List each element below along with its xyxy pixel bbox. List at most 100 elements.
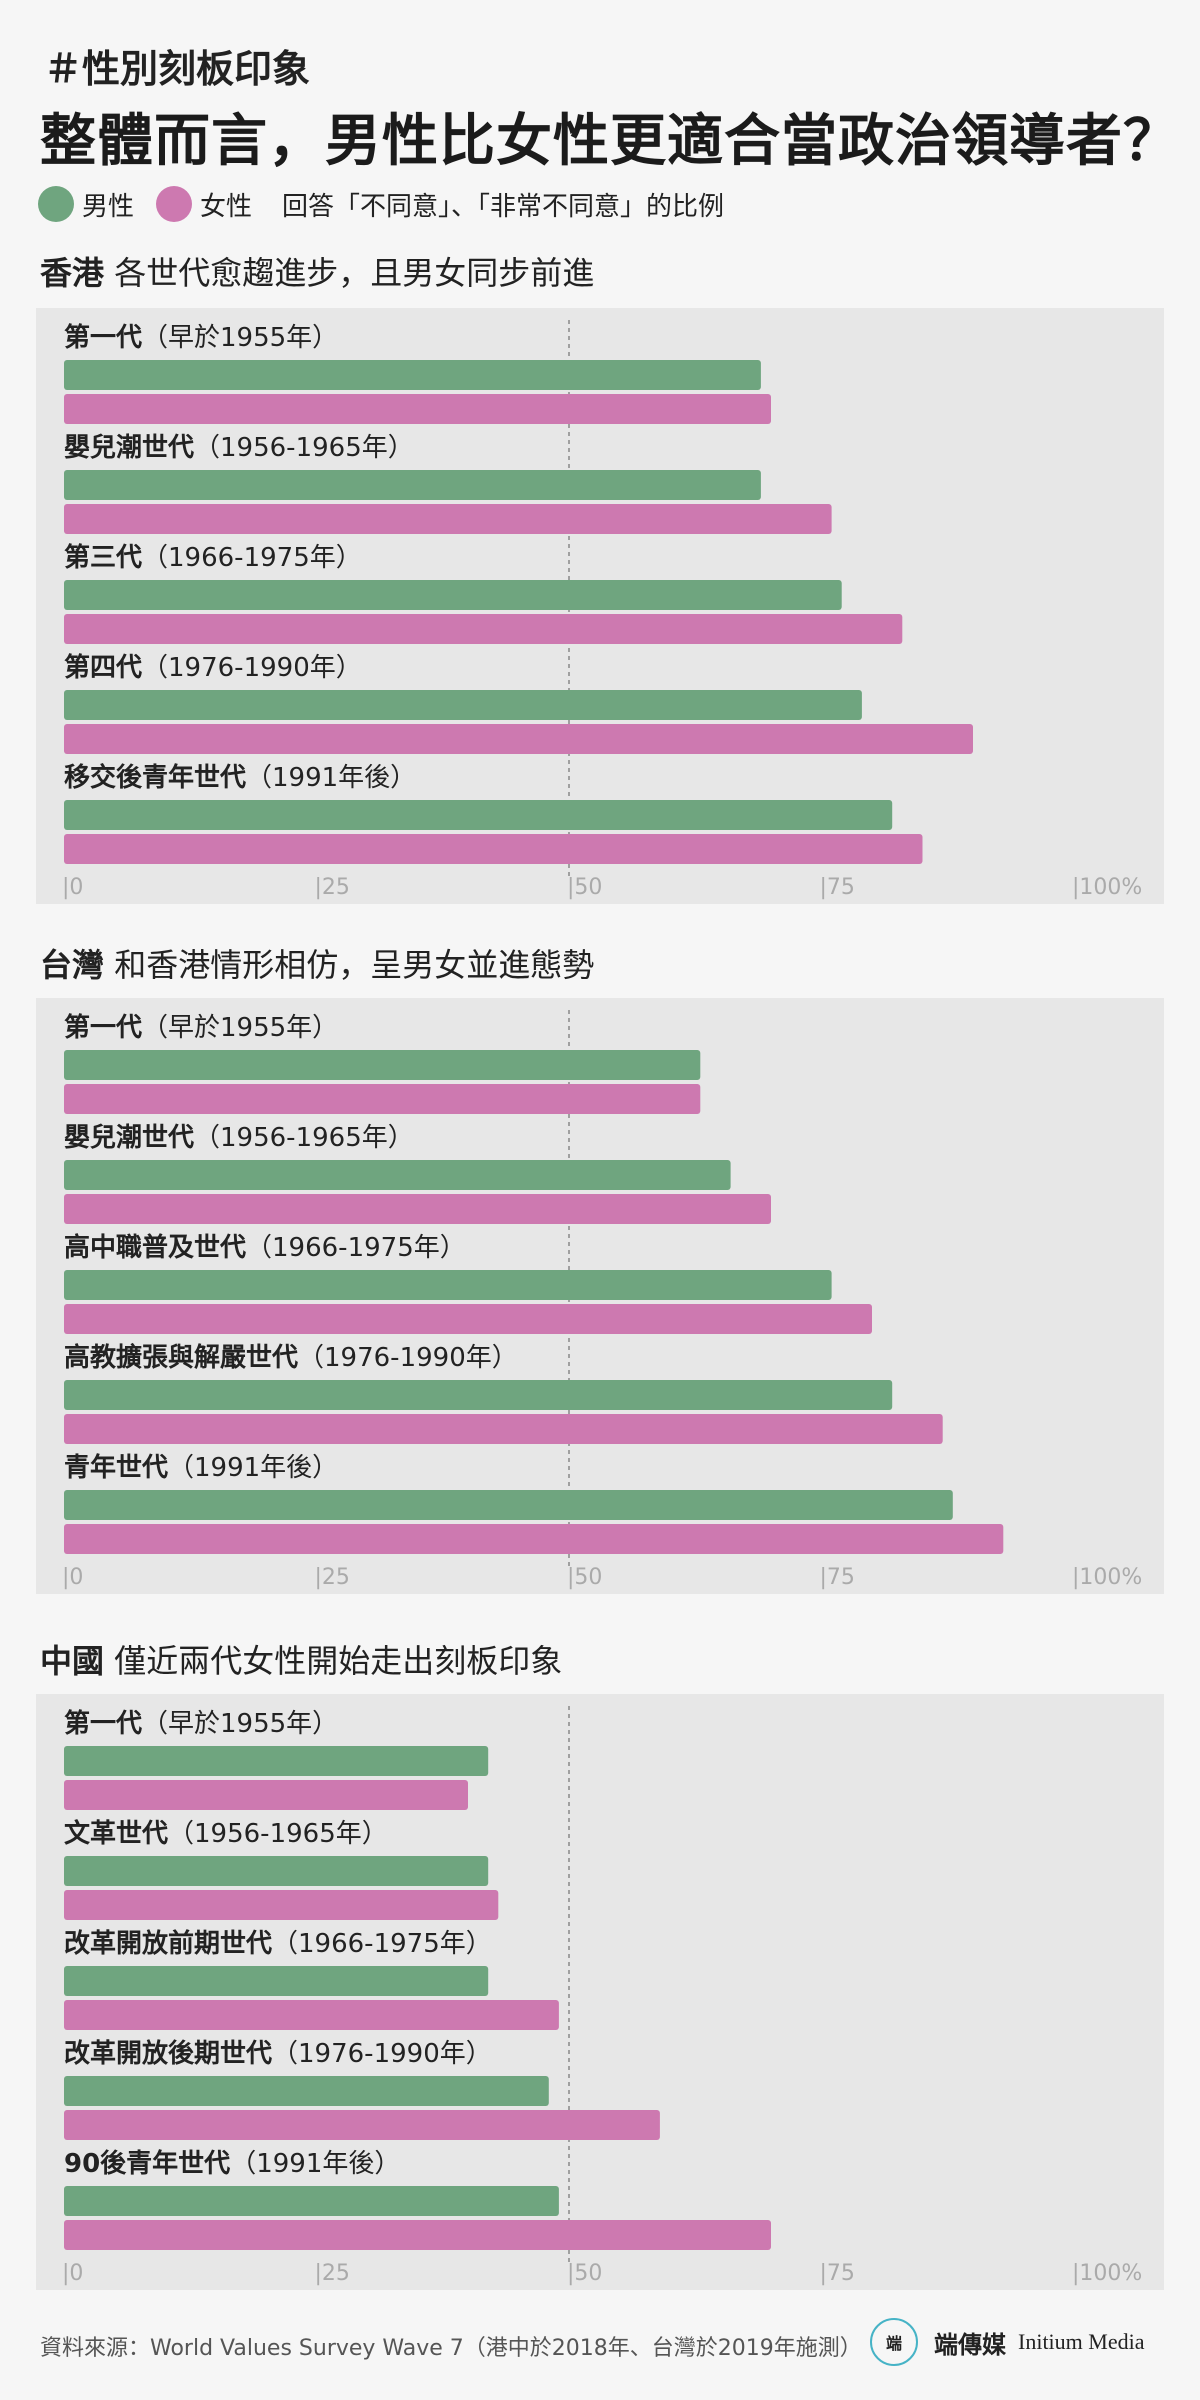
category-label: 嬰兒潮世代（1956-1965年）: [64, 1123, 414, 1153]
section-subtitle: 僅近兩代女性開始走出刻板印象: [114, 1642, 563, 1680]
category-period: （1956-1965年）: [194, 433, 414, 463]
category-label: 文革世代（1956-1965年）: [64, 1818, 388, 1849]
axis-tick-label: |0: [62, 875, 83, 900]
category-label: 第一代（早於1955年）: [64, 322, 338, 353]
category-period: （早於1955年）: [142, 323, 338, 353]
axis-tick-label: |25: [315, 1565, 350, 1590]
legend-female-swatch: [156, 186, 193, 222]
bar-female: [64, 1304, 872, 1334]
category-name: 第一代: [64, 1708, 142, 1739]
category-name: 90後青年世代: [64, 2148, 230, 2179]
category-period: （1956-1965年）: [168, 1819, 388, 1849]
category-name: 第一代: [64, 322, 142, 353]
category-period: （1976-1990年）: [272, 2039, 492, 2069]
bar-female: [64, 2000, 559, 2030]
category-name: 高中職普及世代: [64, 1232, 246, 1263]
axis-tick-label: |100%: [1072, 875, 1142, 900]
category-label: 第三代（1966-1975年）: [64, 542, 362, 573]
category-name: 第四代: [64, 652, 142, 683]
category-label: 第一代（早於1955年）: [64, 1012, 338, 1043]
brand-name-cn: 端傳媒: [934, 2329, 1006, 2359]
category-name: 嬰兒潮世代: [64, 433, 194, 463]
bar-female: [64, 834, 923, 864]
category-label: 第四代（1976-1990年）: [64, 652, 362, 683]
section-subtitle: 和香港情形相仿，呈男女並進態勢: [114, 946, 595, 984]
category-label: 高中職普及世代（1966-1975年）: [64, 1232, 466, 1263]
category-period: （1991年後）: [230, 2149, 400, 2179]
bar-male: [64, 690, 862, 720]
category-name: 移交後青年世代: [64, 762, 246, 793]
bar-male: [64, 2076, 549, 2106]
category-period: （1966-1975年）: [272, 1929, 492, 1959]
bar-female: [64, 394, 771, 424]
section-region: 香港: [40, 254, 105, 292]
category-label: 改革開放前期世代（1966-1975年）: [64, 1928, 492, 1959]
bar-male: [64, 1856, 489, 1886]
category-label: 移交後青年世代（1991年後）: [64, 762, 416, 793]
category-name: 第三代: [64, 542, 142, 573]
axis-tick-label: |25: [315, 875, 350, 900]
category-label: 改革開放後期世代（1976-1990年）: [64, 2038, 492, 2069]
bar-male: [64, 580, 842, 610]
bar-female: [64, 724, 973, 754]
brand: 端 端傳媒 Initium Media: [870, 2318, 1144, 2366]
bar-female: [64, 2110, 660, 2140]
section-subtitle: 各世代愈趨進步，且男女同步前進: [114, 254, 595, 292]
category-period: （1991年後）: [246, 763, 416, 793]
category-period: （1956-1965年）: [194, 1123, 414, 1153]
axis-tick-label: |0: [62, 1565, 83, 1590]
category-period: （1991年後）: [168, 1453, 338, 1483]
category-name: 嬰兒潮世代: [64, 1123, 194, 1153]
brand-name-en: Initium Media: [1018, 2329, 1145, 2354]
bar-male: [64, 800, 893, 830]
category-period: （1976-1990年）: [298, 1343, 518, 1373]
bar-chart: 第一代（早於1955年） 文革世代（1956-1965年） 改革開放前期世代（196…: [62, 1706, 1142, 2286]
bar-female: [64, 1084, 701, 1114]
chart-panel-cn: 第一代（早於1955年） 文革世代（1956-1965年） 改革開放前期世代（196…: [36, 1694, 1164, 2290]
brand-logo-icon: 端: [870, 2318, 918, 2366]
category-label: 高教擴張與解嚴世代（1976-1990年）: [64, 1342, 518, 1373]
bar-female: [64, 504, 832, 534]
axis-tick-label: |50: [567, 2261, 602, 2286]
headline: 整體而言，男性比女性更適合當政治領導者？: [40, 109, 1180, 174]
chart-panel-hk: 第一代（早於1955年） 嬰兒潮世代（1956-1965年） 第三代（1966-19…: [36, 308, 1164, 904]
section-region: 台灣: [40, 946, 105, 984]
section-region: 中國: [40, 1642, 105, 1680]
bar-chart: 第一代（早於1955年） 嬰兒潮世代（1956-1965年） 第三代（1966-19…: [62, 320, 1142, 900]
bar-female: [64, 1780, 468, 1810]
legend: 男性 女性 回答「不同意」、「非常不同意」的比例: [38, 184, 724, 224]
category-label: 90後青年世代（1991年後）: [64, 2148, 400, 2179]
category-label: 嬰兒潮世代（1956-1965年）: [64, 433, 414, 463]
category-name: 第一代: [64, 1012, 142, 1043]
category-period: （1966-1975年）: [246, 1233, 466, 1263]
bar-male: [64, 360, 761, 390]
legend-note: 回答「不同意」、「非常不同意」的比例: [282, 191, 725, 222]
category-label: 青年世代（1991年後）: [64, 1452, 338, 1483]
bar-male: [64, 1270, 832, 1300]
bar-male: [64, 1746, 489, 1776]
bar-female: [64, 1890, 499, 1920]
category-period: （早於1955年）: [142, 1013, 338, 1043]
bar-female: [64, 1414, 943, 1444]
axis-tick-label: |75: [820, 2261, 855, 2286]
bar-female: [64, 1524, 1004, 1554]
bar-male: [64, 1490, 953, 1520]
axis-tick-label: |100%: [1072, 1565, 1142, 1590]
axis-tick-label: |25: [315, 2261, 350, 2286]
bar-female: [64, 2220, 771, 2250]
category-period: （早於1955年）: [142, 1709, 338, 1739]
bar-male: [64, 1966, 489, 1996]
category-name: 高教擴張與解嚴世代: [64, 1342, 298, 1373]
bar-male: [64, 470, 761, 500]
category-label: 第一代（早於1955年）: [64, 1708, 338, 1739]
axis-tick-label: |50: [567, 1565, 602, 1590]
axis-tick-label: |0: [62, 2261, 83, 2286]
bar-female: [64, 614, 903, 644]
chart-panel-tw: 第一代（早於1955年） 嬰兒潮世代（1956-1965年） 高中職普及世代（196…: [36, 998, 1164, 1594]
source-note: 資料來源：World Values Survey Wave 7（港中於2018年…: [40, 2336, 862, 2361]
section-title-tw: 台灣 和香港情形相仿，呈男女並進態勢: [40, 940, 594, 986]
bar-male: [64, 1380, 893, 1410]
section-title-cn: 中國 僅近兩代女性開始走出刻板印象: [40, 1636, 562, 1682]
category-period: （1976-1990年）: [142, 653, 362, 683]
legend-male-label: 男性: [82, 191, 135, 222]
